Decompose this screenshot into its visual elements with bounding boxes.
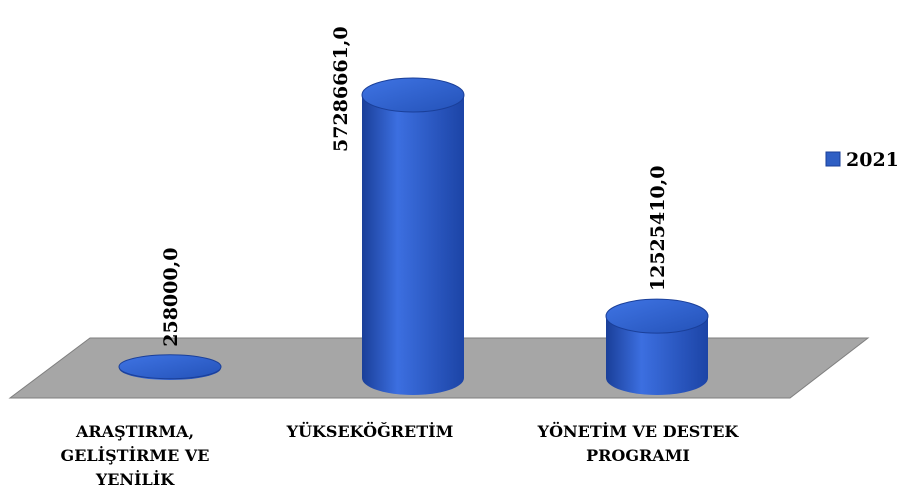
cylinder-top bbox=[605, 298, 709, 334]
value-label: 57286661,0 bbox=[330, 26, 352, 152]
legend-swatch bbox=[825, 151, 841, 167]
legend-label: 2021 bbox=[846, 149, 899, 171]
value-label: 258000,0 bbox=[160, 248, 182, 347]
x-tick-label: YÖNETİM VE DESTEK PROGRAMI bbox=[537, 422, 739, 465]
cylinder-top bbox=[118, 354, 222, 380]
cylinder-top bbox=[361, 77, 465, 113]
cylinder-body bbox=[362, 95, 464, 395]
x-tick-label: YÜKSEKÖĞRETİM bbox=[286, 422, 454, 441]
value-label: 12525410,0 bbox=[647, 166, 669, 292]
cylinder-body bbox=[606, 316, 708, 395]
x-tick-label: ARAŞTIRMA, GELİŞTİRME VE YENİLİK bbox=[60, 422, 210, 489]
